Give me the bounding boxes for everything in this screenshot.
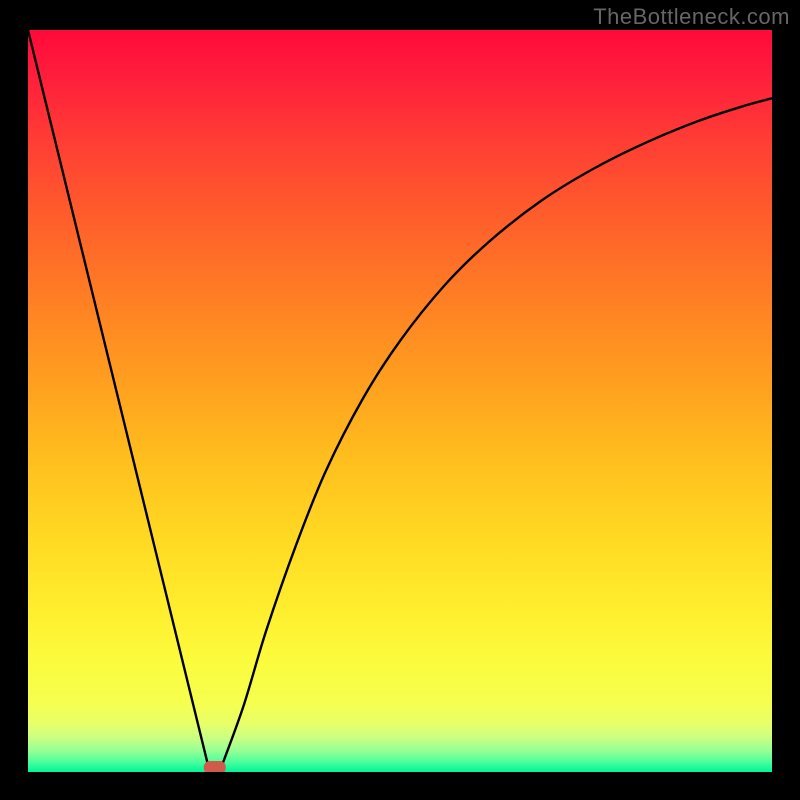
gradient-background [28, 30, 772, 772]
minimum-marker [204, 761, 226, 772]
chart-frame: TheBottleneck.com [0, 0, 800, 800]
watermark-text: TheBottleneck.com [593, 4, 790, 30]
bottleneck-chart [28, 30, 772, 772]
